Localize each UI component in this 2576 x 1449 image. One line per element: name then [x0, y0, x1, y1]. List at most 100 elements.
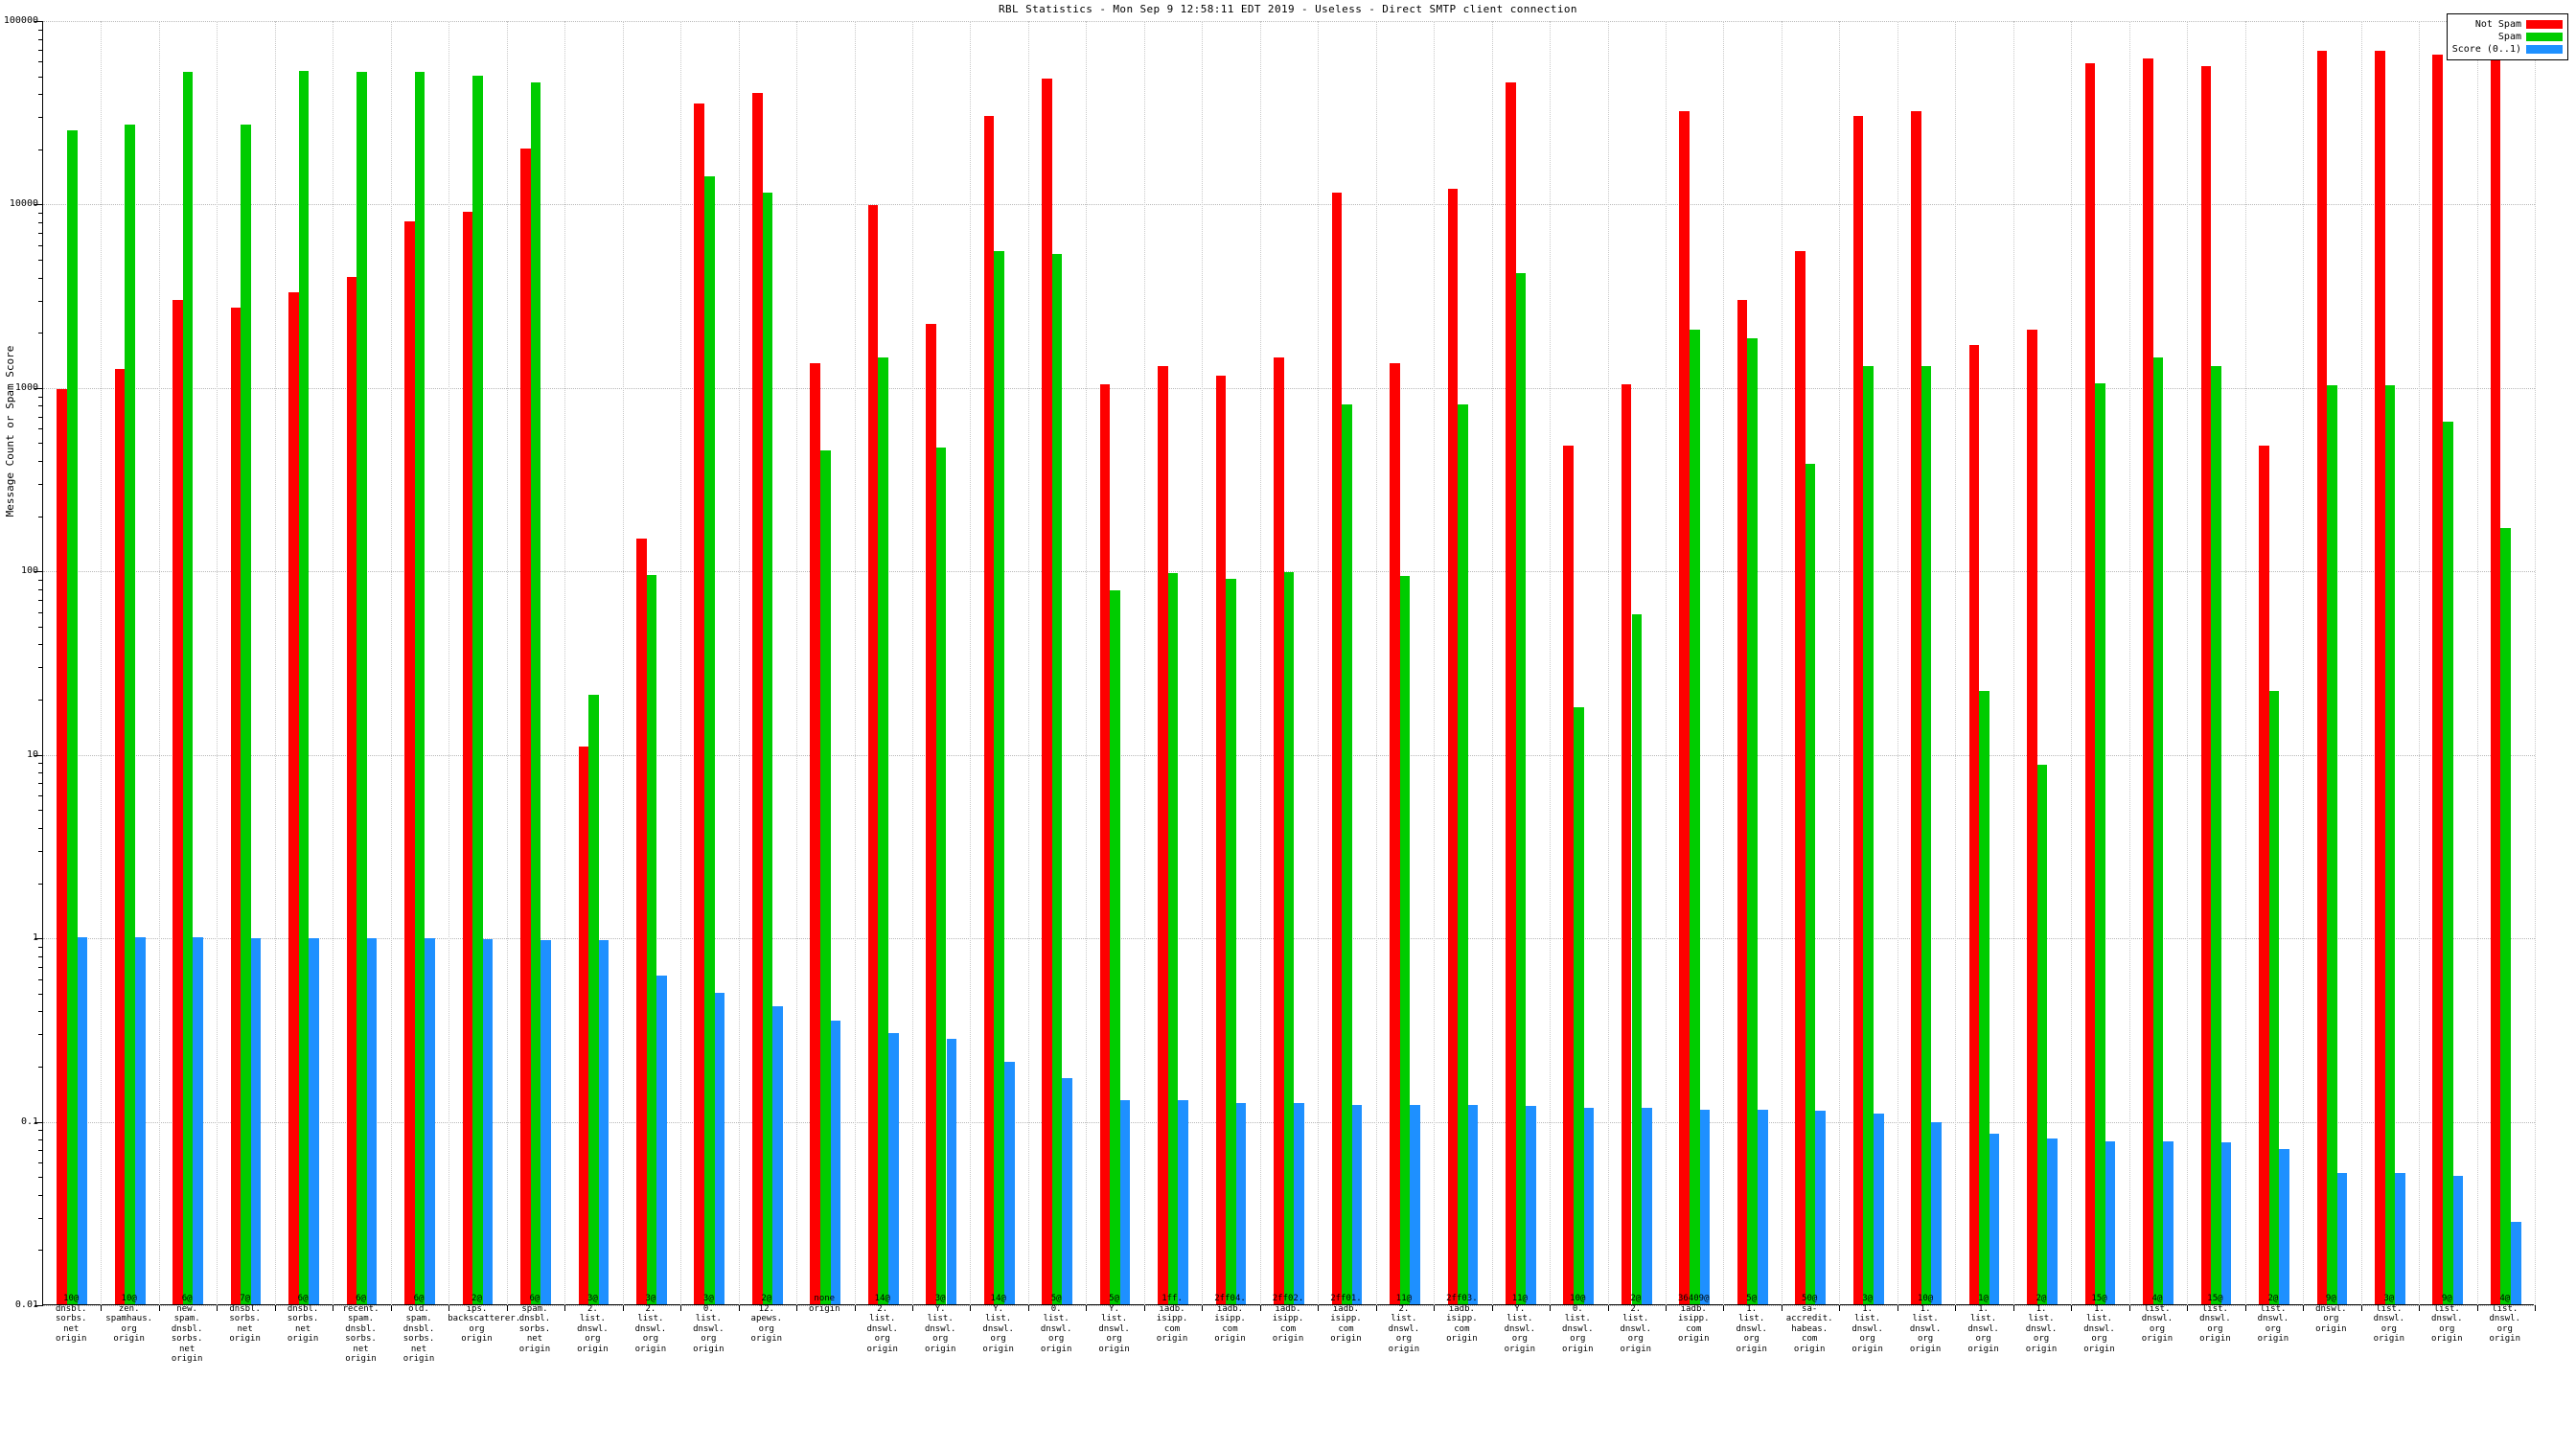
y-axis-minor-tick	[38, 244, 43, 246]
gridline-horizontal	[43, 1305, 2535, 1306]
y-axis-tick	[34, 387, 43, 389]
x-axis-tick	[1839, 1305, 1841, 1311]
bar-spam	[2152, 356, 2164, 1304]
gridline-vertical	[2360, 21, 2362, 1305]
gridline-vertical	[2419, 21, 2421, 1305]
bar-score-0-1	[425, 937, 435, 1304]
y-axis-minor-tick	[38, 978, 43, 980]
gridline-vertical	[680, 21, 682, 1305]
bar-spam	[356, 72, 367, 1304]
bar-spam	[125, 124, 135, 1304]
x-axis-tick-label: 2ff01. iadb. isipp. com origin	[1330, 1294, 1362, 1344]
bar-score-0-1	[2279, 1149, 2289, 1304]
y-axis-minor-tick	[38, 1150, 43, 1152]
y-axis-minor-tick	[38, 810, 43, 812]
y-axis-minor-tick	[38, 588, 43, 590]
bar-not-spam	[57, 388, 67, 1304]
x-axis-tick-label: 6@ recent. spam. dnsbl. sorbs. net origi…	[342, 1294, 380, 1364]
legend-label-spam: Spam	[2497, 32, 2521, 42]
x-axis-tick	[796, 1305, 798, 1311]
bar-score-0-1	[772, 1006, 783, 1304]
x-axis-tick-label: 10@ zen. spamhaus. org origin	[105, 1294, 153, 1344]
x-axis-tick-label: none origin	[809, 1294, 840, 1314]
bar-not-spam	[114, 369, 126, 1304]
bar-not-spam	[346, 276, 357, 1304]
y-axis-minor-tick	[38, 883, 43, 885]
y-axis-tick-label: 0.1	[20, 1116, 38, 1127]
y-axis-minor-tick	[38, 955, 43, 957]
x-axis-tick-label: 15@ list. dnswl. org origin	[2199, 1294, 2231, 1344]
legend-swatch-score	[2526, 45, 2563, 54]
x-axis-tick-label: 3@ 0. list. dnswl. org origin	[693, 1294, 724, 1354]
bar-score-0-1	[193, 937, 204, 1304]
y-axis-minor-tick	[38, 443, 43, 445]
bar-spam	[241, 124, 251, 1304]
y-axis-minor-tick	[38, 61, 43, 63]
y-axis-minor-tick	[38, 667, 43, 669]
bar-score-0-1	[2163, 1141, 2174, 1304]
bar-score-0-1	[1467, 1105, 1479, 1304]
bar-score-0-1	[1062, 1078, 1072, 1304]
x-axis-tick	[1550, 1305, 1552, 1311]
bar-score-0-1	[1003, 1061, 1015, 1304]
bar-score-0-1	[1931, 1122, 1942, 1304]
gridline-vertical	[1550, 21, 1552, 1305]
x-axis-tick	[1955, 1305, 1957, 1311]
bar-not-spam	[2084, 63, 2096, 1304]
x-axis-tick	[217, 1305, 218, 1311]
y-axis-minor-tick	[38, 1250, 43, 1252]
y-axis-label: Message Count or Spam Score	[4, 345, 16, 518]
x-axis-tick	[2244, 1305, 2246, 1311]
gridline-vertical	[854, 21, 856, 1305]
gridline-vertical	[1143, 21, 1145, 1305]
x-axis-tick	[1607, 1305, 1609, 1311]
bar-not-spam	[2490, 60, 2501, 1304]
bar-spam	[2327, 385, 2337, 1304]
bar-not-spam	[1563, 445, 1575, 1304]
x-axis-tick	[2360, 1305, 2362, 1311]
bar-score-0-1	[1410, 1105, 1420, 1304]
y-axis-minor-tick	[38, 763, 43, 765]
y-axis-minor-tick	[38, 29, 43, 31]
bar-spam	[1689, 330, 1700, 1304]
x-axis-tick-label: 14@ Y. list. dnswl. org origin	[982, 1294, 1014, 1354]
x-axis-tick	[1318, 1305, 1320, 1311]
y-axis-minor-tick	[38, 644, 43, 646]
gridline-vertical	[796, 21, 798, 1305]
bar-spam	[2500, 528, 2512, 1304]
x-axis-tick	[1723, 1305, 1725, 1311]
bar-score-0-1	[366, 937, 378, 1304]
x-axis-tick	[2419, 1305, 2421, 1311]
x-axis-tick-label: 7@ dnsbl. sorbs. net origin	[229, 1294, 261, 1344]
y-axis-minor-tick	[38, 76, 43, 78]
x-axis-tick	[1491, 1305, 1493, 1311]
x-axis-tick	[1434, 1305, 1436, 1311]
gridline-vertical	[333, 21, 334, 1305]
x-axis-tick-label: 3@ Y. list. dnswl. org origin	[924, 1294, 956, 1354]
bar-not-spam	[810, 362, 820, 1304]
x-axis-tick-label: 2ff03. iadb. isipp. com origin	[1446, 1294, 1478, 1344]
x-axis-tick	[2535, 1305, 2536, 1311]
bar-spam	[1631, 613, 1643, 1304]
bar-not-spam	[983, 116, 995, 1304]
x-axis-tick-label: 2@ 2. list. dnswl. org origin	[1620, 1294, 1652, 1354]
bar-not-spam	[2027, 330, 2037, 1304]
gridline-vertical	[2244, 21, 2246, 1305]
gridline-vertical	[1375, 21, 1377, 1305]
gridline-vertical	[1318, 21, 1320, 1305]
bar-score-0-1	[1699, 1109, 1711, 1304]
bar-not-spam	[578, 746, 589, 1304]
gridline-vertical	[1839, 21, 1841, 1305]
bar-score-0-1	[1815, 1111, 1827, 1304]
gridline-vertical	[2128, 21, 2130, 1305]
y-axis-tick	[34, 754, 43, 756]
y-axis-tick	[34, 1305, 43, 1306]
bar-spam	[588, 695, 599, 1304]
gridline-vertical	[1027, 21, 1029, 1305]
bar-score-0-1	[2104, 1141, 2116, 1304]
y-axis-minor-tick	[38, 405, 43, 407]
x-axis-tick	[1086, 1305, 1088, 1311]
y-axis-minor-tick	[38, 1139, 43, 1141]
y-axis-minor-tick	[38, 461, 43, 463]
